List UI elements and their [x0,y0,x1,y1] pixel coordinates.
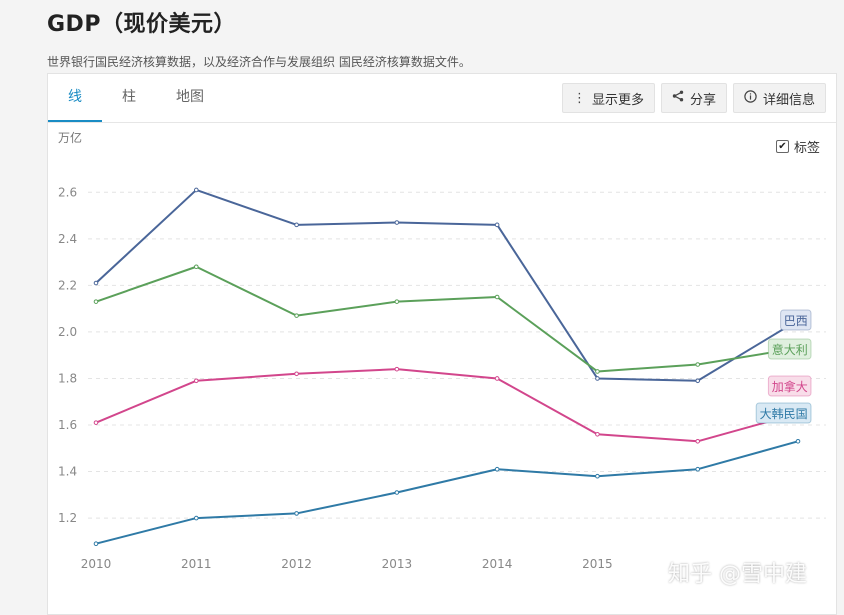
data-point [394,366,400,372]
info-icon [744,89,757,107]
x-tick-label: 2013 [382,557,413,571]
series-label-box [780,309,812,331]
x-tick-label: 2012 [281,557,312,571]
share-icon [672,90,684,106]
data-point [294,222,299,228]
data-point [93,420,99,425]
x-tick-label: 2015 [582,557,613,571]
labels-toggle[interactable]: ✔ 标签 [775,137,820,156]
gdp-line-chart: 万亿 1.2 1.4 1.6 1.8 2.0 2.2 2.4 2.6 2010 2011 2012 20… [58,130,826,571]
data-point [193,264,199,270]
data-point [494,294,500,300]
watermark: 知乎 @雪中建 [668,562,807,587]
tab-bar[interactable]: 柱 [122,89,136,105]
share-button[interactable]: 分享 [660,83,727,113]
data-point [595,432,600,437]
series-line [95,265,799,373]
y-tick-label: 1.4 [58,465,77,479]
data-point [394,220,400,225]
series-label-box [755,402,812,424]
y-tick-label: 1.2 [58,511,77,525]
series-label-box [767,375,812,397]
data-point [695,362,701,367]
data-point [294,313,299,318]
tab-divider [48,122,836,123]
chart-card: 线 柱 地图 ⋮ 显示更多 分享 详细信息 ✔ 标签 万亿 1.2 1.4 1.6 1.… [47,73,837,615]
x-tick-label: 2010 [81,557,112,571]
data-point [494,466,500,472]
show-more-button[interactable]: ⋮ 显示更多 [561,83,655,113]
data-point [695,378,701,384]
details-label: 详细信息 [762,92,815,108]
data-point [93,541,99,546]
data-point [193,378,199,384]
y-tick-label: 2.4 [58,232,77,246]
y-axis-unit-label: 万亿 [58,130,82,145]
series-label: 大韩民国 [760,406,808,421]
series-line [95,368,799,443]
data-point [494,222,500,228]
data-point [595,473,600,479]
data-point [193,515,199,521]
series-label: 意大利 [772,342,808,357]
data-point [93,280,99,286]
x-tick-label: 2014 [482,557,513,571]
x-tick-label: 2011 [181,557,212,571]
data-point [695,466,701,472]
data-point [695,438,701,444]
vertical-ellipsis-icon: ⋮ [572,90,586,106]
chart-toolbar: ⋮ 显示更多 分享 详细信息 [561,83,826,113]
data-point [294,511,299,516]
series-line [95,440,799,545]
data-point [795,438,801,444]
page-subtitle: 世界银行国民经济核算数据，以及经济合作与发展组织 国民经济核算数据文件。 [47,55,471,69]
chart-tabs: 线 柱 地图 [48,74,224,122]
details-button[interactable]: 详细信息 [732,83,826,113]
tab-map[interactable]: 地图 [176,89,204,105]
data-point [394,490,400,495]
show-more-label: 显示更多 [591,92,644,108]
labels-checkbox[interactable]: ✔ [775,140,789,153]
data-point [294,371,299,377]
y-tick-label: 2.0 [58,325,77,339]
tab-line[interactable]: 线 [48,74,102,122]
y-tick-label: 2.6 [58,185,77,199]
y-tick-label: 1.6 [58,418,77,432]
series-label: 巴西 [784,314,808,328]
data-point [93,299,99,304]
series-label: 加拿大 [772,379,808,394]
labels-toggle-label: 标签 [793,141,820,156]
data-point [394,299,400,304]
series-label-box [767,338,812,360]
data-point [494,376,500,381]
data-point [595,376,600,381]
series-line [95,188,799,382]
data-point [193,187,199,193]
data-point [595,369,600,374]
y-tick-label: 2.2 [58,278,77,292]
page-title: GDP（现价美元） [47,12,236,37]
share-label: 分享 [689,92,716,108]
y-tick-label: 1.8 [58,371,77,385]
